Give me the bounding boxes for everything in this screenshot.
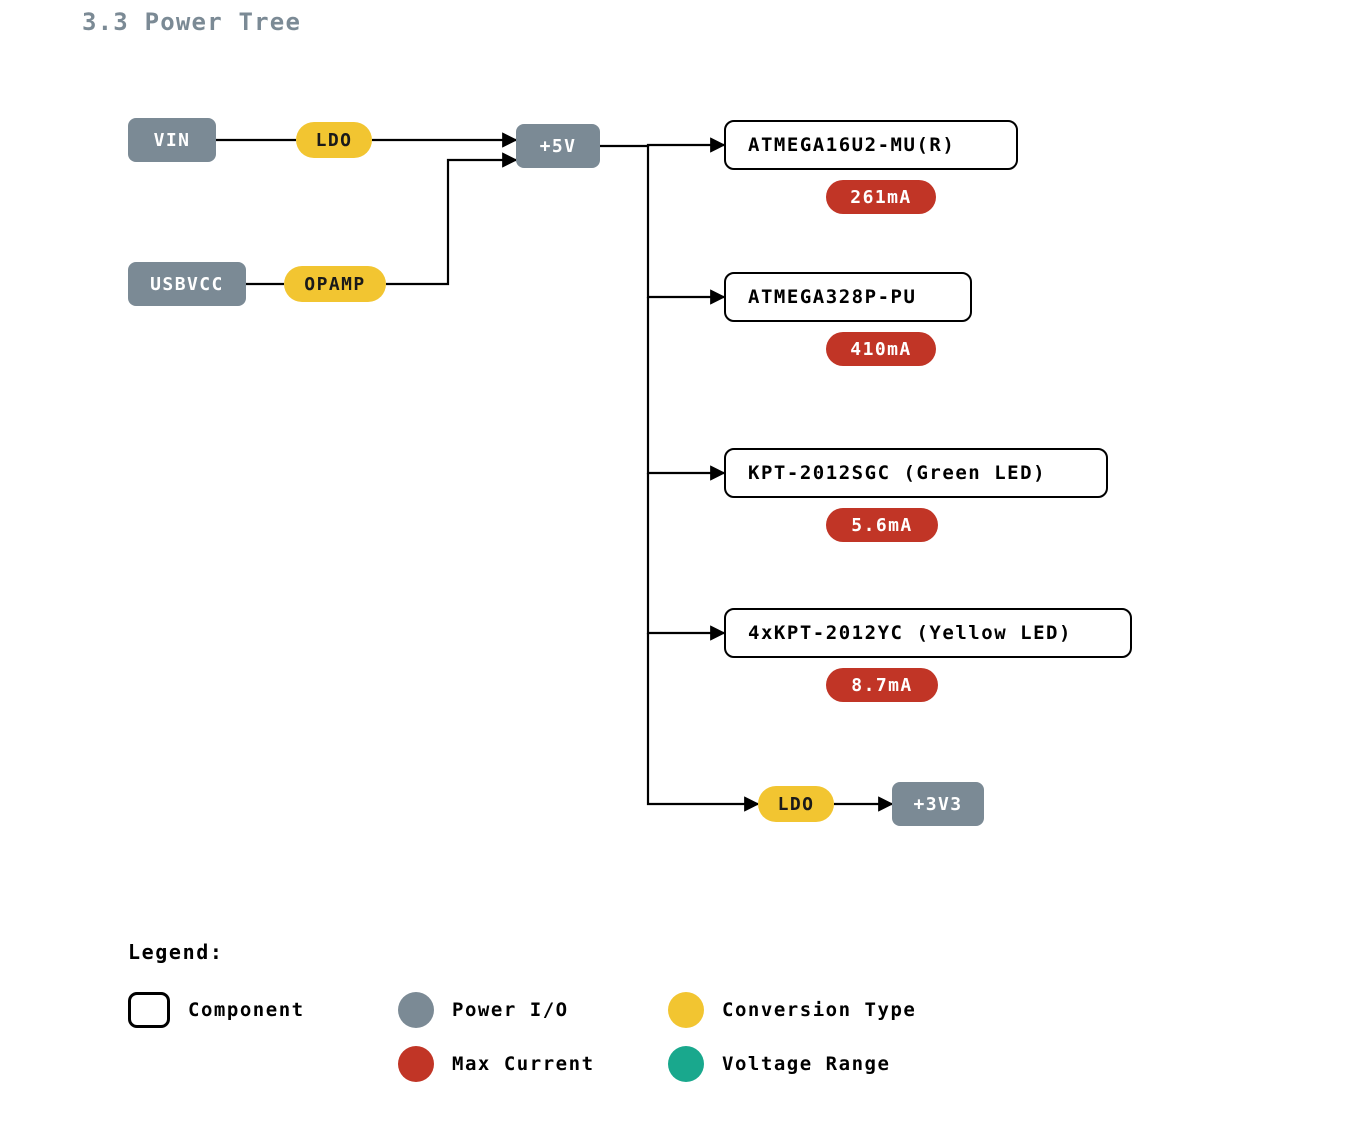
node-label: LDO (778, 794, 815, 815)
legend-item: Conversion Type (668, 992, 916, 1028)
legend-swatch-circle-icon (668, 1046, 704, 1082)
legend-item (128, 1046, 338, 1082)
node-yellow_led: 4xKPT-2012YC (Yellow LED) (724, 608, 1132, 658)
node-ldo2: LDO (758, 786, 834, 822)
node-label: VIN (154, 130, 191, 151)
legend-label: Voltage Range (722, 1053, 890, 1075)
legend-item: Component (128, 992, 338, 1028)
legend-swatch-circle-icon (398, 992, 434, 1028)
legend-item: Max Current (398, 1046, 608, 1082)
legend-row: Max Current Voltage Range (128, 1046, 916, 1082)
node-cur_16: 261mA (826, 180, 936, 214)
legend-label: Max Current (452, 1053, 595, 1075)
node-label: 410mA (850, 339, 911, 360)
node-atmega16: ATMEGA16U2-MU(R) (724, 120, 1018, 170)
node-label: LDO (316, 130, 353, 151)
node-green_led: KPT-2012SGC (Green LED) (724, 448, 1108, 498)
node-cur_yellow: 8.7mA (826, 668, 938, 702)
node-label: 261mA (850, 187, 911, 208)
node-cur_green: 5.6mA (826, 508, 938, 542)
legend-item: Power I/O (398, 992, 608, 1028)
node-opamp: OPAMP (284, 266, 386, 302)
node-label: ATMEGA16U2-MU(R) (748, 134, 955, 156)
section-title: 3.3 Power Tree (82, 8, 301, 36)
edge-opamp-p5v (386, 160, 516, 284)
legend-label: Component (188, 999, 305, 1021)
node-p3v3: +3V3 (892, 782, 984, 826)
node-label: 4xKPT-2012YC (Yellow LED) (748, 622, 1072, 644)
node-label: KPT-2012SGC (Green LED) (748, 462, 1046, 484)
legend-label: Power I/O (452, 999, 569, 1021)
legend: Legend: Component Power I/O Conversion Typ… (128, 940, 916, 1082)
legend-swatch-circle-icon (398, 1046, 434, 1082)
legend-label: Conversion Type (722, 999, 916, 1021)
node-label: 5.6mA (851, 515, 912, 536)
edge-p5v-ldo2 (648, 633, 758, 804)
node-label: OPAMP (304, 274, 365, 295)
legend-swatch-component-icon (128, 992, 170, 1028)
node-p5v: +5V (516, 124, 600, 168)
edge-p5v-yellow_led (648, 473, 724, 633)
node-atmega328: ATMEGA328P-PU (724, 272, 972, 322)
edge-p5v-atmega328 (648, 146, 724, 297)
legend-item: Voltage Range (668, 1046, 890, 1082)
legend-swatch-spacer (128, 1046, 170, 1082)
node-label: +3V3 (913, 794, 962, 815)
node-label: 8.7mA (851, 675, 912, 696)
node-usbvcc: USBVCC (128, 262, 246, 306)
node-vin: VIN (128, 118, 216, 162)
legend-title: Legend: (128, 940, 916, 964)
edge-p5v-atmega16 (600, 145, 724, 146)
node-label: USBVCC (150, 274, 224, 295)
legend-row: Component Power I/O Conversion Type (128, 992, 916, 1028)
edge-p5v-green_led (648, 297, 724, 473)
node-label: ATMEGA328P-PU (748, 286, 916, 308)
legend-swatch-circle-icon (668, 992, 704, 1028)
node-ldo1: LDO (296, 122, 372, 158)
node-label: +5V (540, 136, 577, 157)
node-cur_328: 410mA (826, 332, 936, 366)
